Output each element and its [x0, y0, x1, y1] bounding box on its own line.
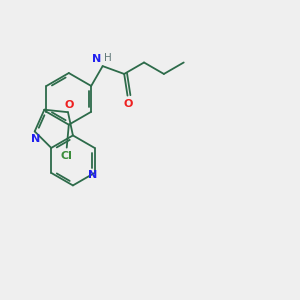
Text: N: N	[92, 54, 101, 64]
Text: O: O	[65, 100, 74, 110]
Text: N: N	[31, 134, 40, 144]
Text: N: N	[88, 169, 98, 180]
Text: O: O	[124, 99, 133, 109]
Text: Cl: Cl	[61, 151, 73, 161]
Text: H: H	[104, 53, 112, 63]
